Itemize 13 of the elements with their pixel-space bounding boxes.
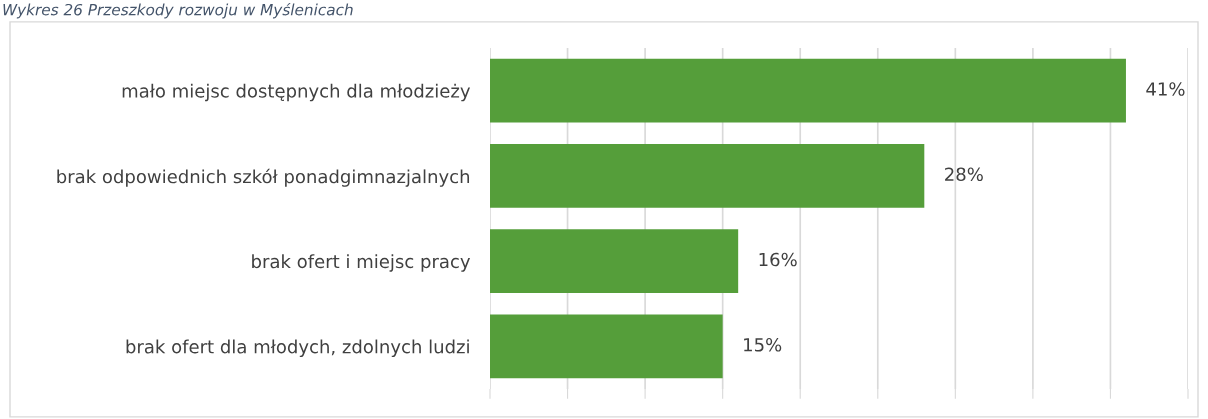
- bar: [490, 229, 739, 294]
- data-label: 28%: [945, 167, 983, 182]
- bar: [490, 58, 1126, 123]
- bar: [490, 143, 925, 208]
- y-tick-label: brak ofert i miejsc pracy: [252, 254, 471, 272]
- bar: [490, 314, 723, 379]
- y-tick-label: mało miejsc dostępnych dla młodzieży: [122, 83, 471, 102]
- y-tick-label: brak ofert dla młodych, zdolnych ludzi: [126, 339, 469, 357]
- text: Wykres 26 Przeszkody rozwoju w Myślenicach: [3, 3, 353, 19]
- y-tick-label: brak odpowiednich szkół ponadgimnazjalnych: [57, 168, 470, 187]
- data-label: 41%: [1146, 82, 1185, 96]
- data-label: 16%: [759, 252, 797, 267]
- data-label: 15%: [744, 337, 782, 352]
